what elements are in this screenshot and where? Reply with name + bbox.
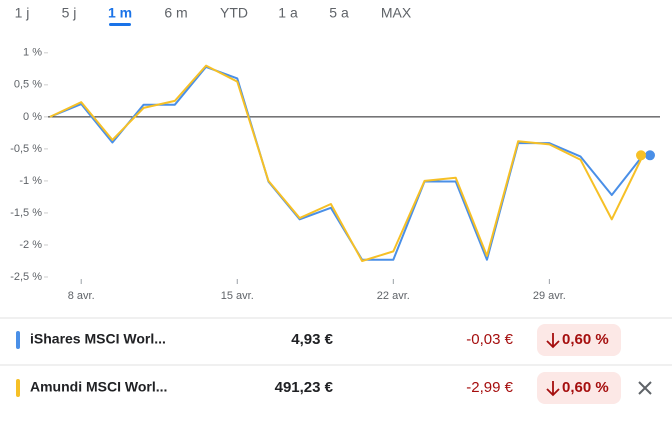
end-dot	[636, 150, 646, 161]
range-tab[interactable]: 5 j	[62, 5, 77, 21]
y-tick-label: 0 %	[23, 111, 42, 123]
range-tab[interactable]: 6 m	[164, 5, 187, 21]
series-color-bar	[16, 331, 20, 349]
y-tick-label: -1 %	[19, 175, 42, 187]
y-tick-label: 0,5 %	[14, 79, 42, 91]
y-tick-label: 1 %	[23, 47, 42, 59]
price: 4,93 €	[291, 331, 333, 348]
x-tick-label: 29 avr.	[533, 290, 566, 302]
close-icon[interactable]	[638, 381, 652, 395]
x-tick-label: 8 avr.	[68, 290, 95, 302]
y-tick-label: -2 %	[19, 239, 42, 251]
percent: 0,60 %	[562, 331, 609, 348]
range-tab[interactable]: 1 j	[15, 5, 30, 21]
down-arrow	[546, 333, 560, 349]
x-tick-label: 22 avr.	[377, 290, 410, 302]
close-button[interactable]	[638, 381, 652, 395]
x-tick-label: 15 avr.	[221, 290, 254, 302]
range-tab[interactable]: MAX	[381, 5, 412, 21]
range-tab[interactable]: 1 a	[278, 5, 298, 21]
price: 491,23 €	[275, 379, 334, 396]
down-arrow	[546, 381, 560, 397]
active-tab-underline	[109, 23, 131, 26]
range-tab[interactable]: 5 a	[329, 5, 349, 21]
change: -0,03 €	[466, 331, 513, 348]
range-tab[interactable]: 1 m	[108, 5, 132, 21]
change: -2,99 €	[466, 379, 513, 396]
series-name[interactable]: Amundi MSCI Worl...	[30, 379, 167, 395]
series-line	[49, 64, 644, 262]
y-tick-label: -0,5 %	[10, 143, 42, 155]
y-tick-label: -2,5 %	[10, 271, 42, 283]
end-dot	[645, 150, 655, 161]
series-color-bar	[16, 379, 20, 397]
percent-badge	[537, 372, 621, 404]
range-tab[interactable]: YTD	[220, 5, 248, 21]
y-tick-label: -1,5 %	[10, 207, 42, 219]
percent-badge	[537, 324, 621, 356]
series-name[interactable]: iShares MSCI Worl...	[30, 331, 166, 347]
percent: 0,60 %	[562, 379, 609, 396]
